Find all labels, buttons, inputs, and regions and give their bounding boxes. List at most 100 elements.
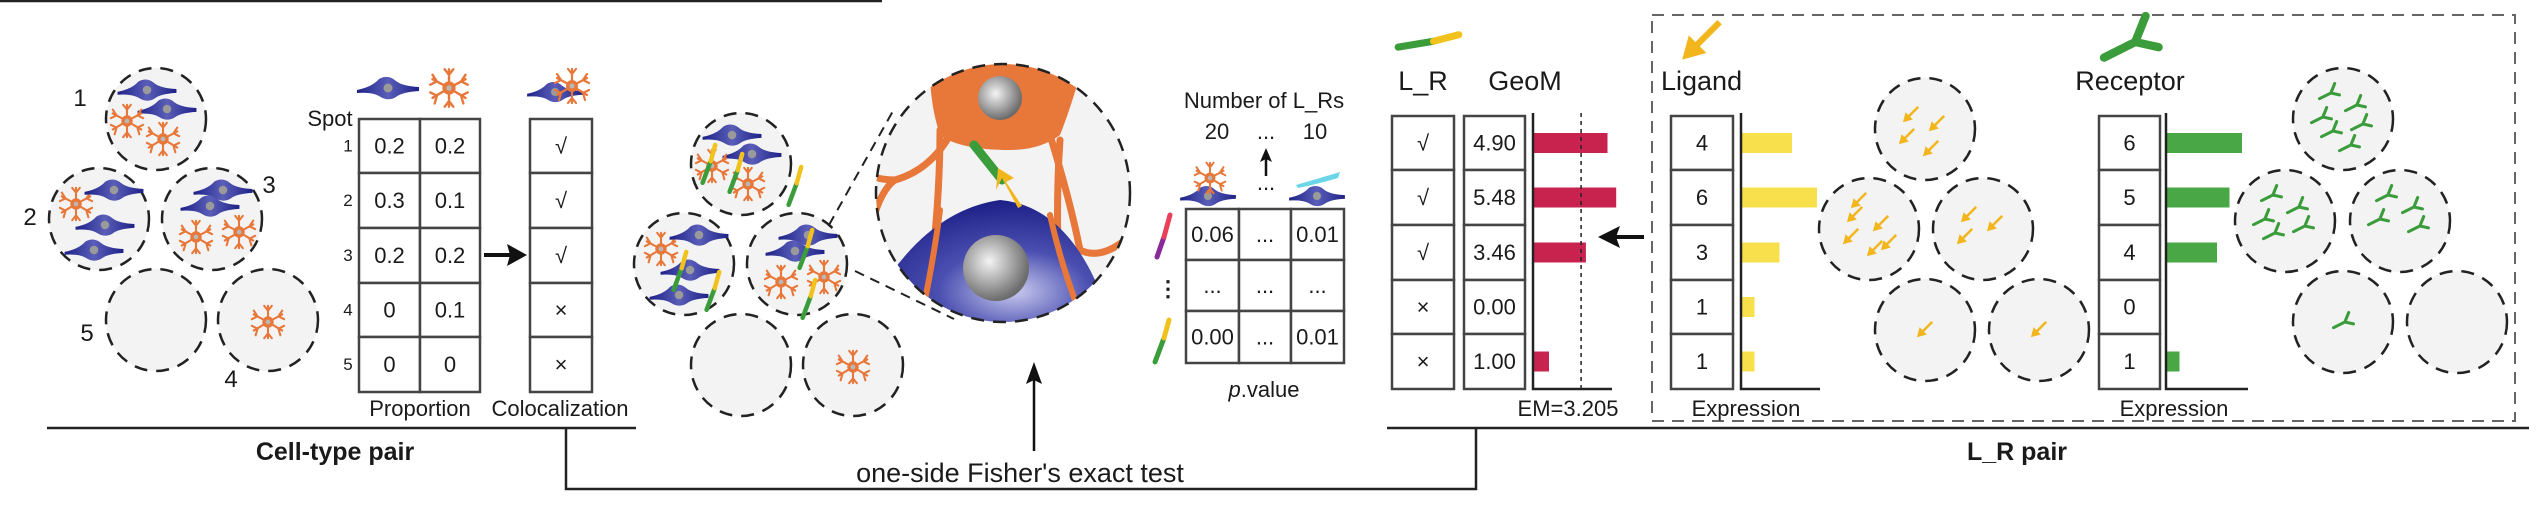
receptor-spot (2348, 168, 2452, 274)
spot-number-label: 1 (73, 85, 86, 112)
astrocyte-process (876, 126, 1129, 304)
receptor-expression-value: 4 (2123, 240, 2135, 265)
proportion-value: 0.1 (435, 298, 466, 323)
pvalue-count-3: 10 (1303, 119, 1327, 144)
ligand-receptor-pair-icon-glyph (1155, 320, 1169, 362)
receptor-expression-value: 6 (2123, 131, 2135, 156)
pvalue-label: p.value (1228, 377, 1300, 402)
colocalization-mark: √ (555, 243, 568, 268)
colocalization-mark: √ (555, 188, 568, 213)
spot-1 (104, 66, 208, 172)
pvalue-label-rest: .value (1241, 377, 1300, 402)
pvalue-cell (1184, 258, 1241, 313)
geom-cell (1462, 278, 1527, 336)
colocalization-label: Colocalization (492, 396, 629, 421)
pvalue-cell-value: ... (1256, 325, 1274, 350)
geom-bar (1534, 187, 1617, 208)
ligand-expression-bar-axis (1739, 113, 1820, 391)
ligand-expression-value: 1 (1696, 349, 1708, 374)
geom-value: 5.48 (1473, 185, 1516, 210)
proportion-value: 0.2 (374, 134, 405, 159)
proportion-value: 0 (383, 352, 395, 377)
ligand-expression-bar (1742, 187, 1817, 208)
receptor-icon (2104, 16, 2159, 58)
arrow-head-icon (507, 244, 527, 266)
ligand-expression-value: 4 (1696, 131, 1708, 156)
ligand-receptor-pair-icon-glyph (1157, 215, 1170, 257)
number-of-lrs-header: Number of L_Rs (1184, 88, 1344, 113)
spot-number-label: 4 (224, 366, 237, 393)
spot-number-label: 3 (262, 172, 275, 199)
ligand-label: Ligand (1661, 66, 1742, 96)
colocalization-cell (528, 226, 594, 285)
colocalization-mark: √ (555, 134, 568, 159)
geom-bar (1534, 133, 1608, 153)
ligand-spot (1873, 76, 1977, 182)
receptor-label: Receptor (2075, 66, 2185, 96)
pvalue-cell-value: 0.01 (1296, 325, 1339, 350)
proportion-cell (357, 335, 422, 394)
astrocyte-type-icon (429, 68, 469, 108)
pvalue-cell-value: 0.06 (1191, 222, 1234, 247)
geom-cell (1462, 223, 1527, 282)
receptor-spot (2291, 66, 2395, 172)
neuron-pair-icon (1289, 186, 1345, 207)
proportion-cell (418, 335, 482, 394)
proportion-value: 0.2 (435, 243, 466, 268)
proportion-label: Proportion (369, 396, 471, 421)
arrow-head-icon (1260, 148, 1272, 162)
pvalue-row-ellipsis: ⋮ (1157, 276, 1179, 301)
receptor-expression-bar-axis (2164, 113, 2248, 391)
zoom-guide-line (828, 110, 894, 226)
spot-3 (160, 166, 264, 272)
geom-bar (1534, 351, 1549, 372)
lr-cell (1390, 168, 1456, 227)
receptor-expression-bar (2167, 187, 2230, 208)
ligand-expression-bar (1742, 133, 1792, 153)
receptor-expression-value: 5 (2123, 185, 2135, 210)
spot-number-label: 2 (23, 204, 36, 231)
pvalue-label-italic: p (1228, 377, 1241, 402)
ligand-expression-bar (1742, 242, 1780, 263)
lr-spot-5 (689, 312, 793, 418)
lr-cell (1390, 332, 1456, 391)
zoomed-cell-interaction (876, 64, 1129, 322)
receptor-cell (2097, 332, 2162, 391)
astrocyte-pair-icon-glyph (1193, 161, 1227, 195)
proportion-cell (418, 226, 482, 285)
spot-row-label: 4 (343, 301, 352, 320)
receptor-icon (969, 140, 1007, 185)
receptor-expression-bar (2167, 133, 2242, 153)
receptor-spot (2405, 269, 2509, 375)
other-cell-type-icon (1296, 172, 1340, 188)
receptor-expression-label: Expression (2120, 396, 2229, 421)
geom-header: GeoM (1488, 66, 1562, 96)
proportion-value: 0.3 (374, 188, 405, 213)
proportion-value: 0 (444, 352, 456, 377)
astrocyte-nucleus (978, 76, 1022, 120)
ligand-expression-value: 1 (1696, 295, 1708, 320)
ligand-cell (1669, 332, 1735, 391)
arrow-head-icon (1026, 362, 1042, 384)
pvalue-cell-value: ... (1256, 222, 1274, 247)
geom-value: 3.46 (1473, 240, 1516, 265)
proportion-value: 0 (383, 298, 395, 323)
lr-mark: × (1417, 295, 1430, 320)
ligand-spot (1817, 176, 1921, 282)
ligand-icon-glyph (1682, 20, 1722, 60)
pvalue-count-1: 20 (1205, 119, 1229, 144)
lr-pair-title: L_R pair (1967, 438, 2067, 466)
em-label: EM=3.205 (1518, 396, 1619, 421)
ligand-expression-bar (1742, 297, 1755, 317)
pvalue-cell (1289, 309, 1346, 365)
colocalization-mark: × (555, 298, 568, 323)
receptor-cell (2097, 114, 2162, 172)
ligand-receptor-pair-icon-glyph (1398, 18, 1459, 64)
lr-mark: √ (1417, 240, 1430, 265)
proportion-value: 0.2 (435, 134, 466, 159)
ligand-cell (1669, 114, 1735, 172)
ligand-icon (996, 168, 1022, 208)
cell-type-pair-title: Cell-type pair (256, 438, 415, 466)
spot-row-label: 3 (343, 246, 352, 265)
pvalue-cell (1184, 309, 1241, 365)
